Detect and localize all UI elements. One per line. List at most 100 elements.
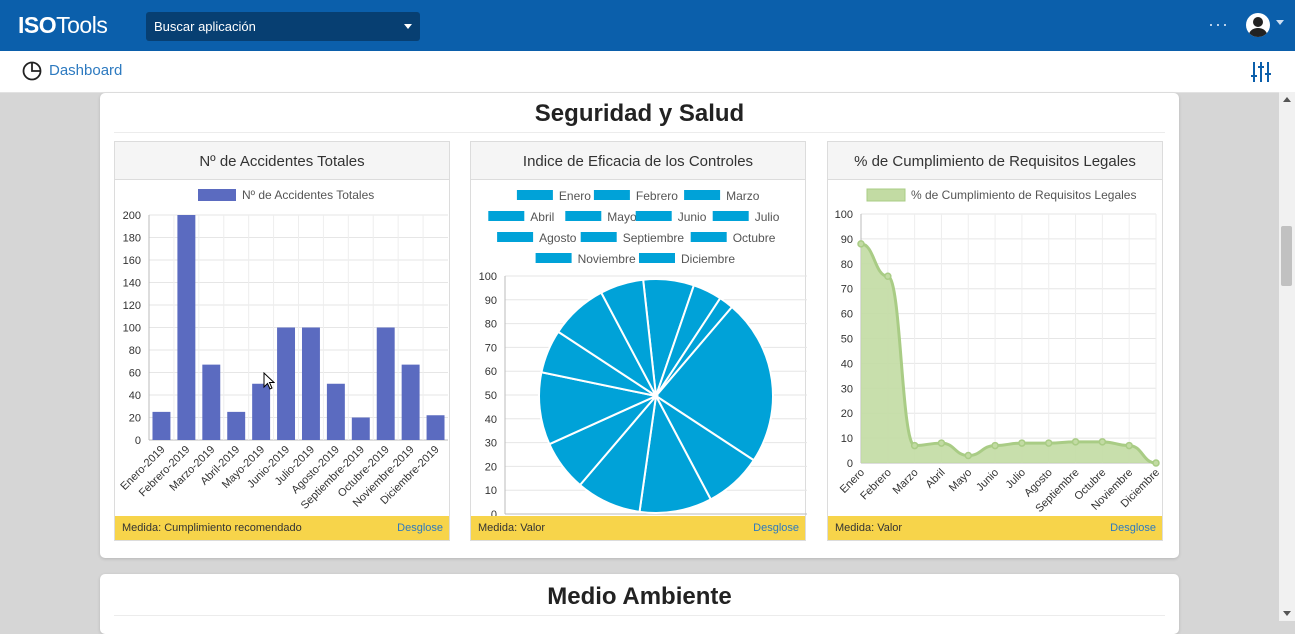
bar — [351, 417, 370, 440]
legend-swatch — [516, 190, 553, 200]
y-tick-label: 120 — [123, 300, 141, 312]
scrollbar-thumb[interactable] — [1281, 226, 1292, 286]
legend-label: Febrero — [636, 189, 678, 203]
legend-swatch — [712, 211, 749, 221]
bar-chart: Nº de Accidentes Totales 0 20 40 60 80 100 120 1… — [118, 188, 448, 512]
desglose-link[interactable]: Desglose — [397, 522, 443, 534]
page-scrollbar[interactable] — [1279, 92, 1295, 621]
y-tick-label: 60 — [841, 309, 853, 321]
data-point — [1071, 438, 1080, 446]
data-point — [1098, 438, 1107, 446]
y-tick-label: 20 — [841, 408, 853, 420]
y-tick-label: 90 — [485, 295, 497, 307]
y-tick-label: 60 — [129, 368, 141, 380]
y-tick-label: 20 — [129, 413, 141, 425]
y-tick-label: 90 — [841, 234, 853, 246]
data-point — [1152, 459, 1160, 467]
desglose-link[interactable]: Desglose — [1110, 522, 1156, 534]
y-tick-label: 80 — [485, 319, 497, 331]
y-tick-label: 0 — [847, 458, 853, 470]
user-menu-chevron-icon[interactable] — [1276, 20, 1284, 25]
bar — [326, 383, 345, 440]
measure-label: Medida: Cumplimiento recomendado — [122, 522, 302, 534]
data-point — [964, 451, 973, 460]
legend-swatch — [639, 253, 675, 263]
legend-label: Marzo — [726, 189, 760, 203]
legend-label: Abril — [530, 210, 554, 224]
user-avatar-icon[interactable] — [1246, 13, 1270, 37]
pie-chart-icon — [22, 61, 42, 81]
y-tick-label: 40 — [485, 414, 497, 426]
legend-label: % de Cumplimiento de Requisitos Legales — [911, 188, 1136, 202]
data-point — [937, 439, 946, 447]
desglose-link[interactable]: Desglose — [753, 522, 799, 534]
legend-label: Nº de Accidentes Totales — [242, 188, 374, 202]
y-tick-label: 50 — [485, 390, 497, 402]
area-chart: % de Cumplimiento de Requisitos Legales 0… — [835, 188, 1162, 515]
app-search-placeholder: Buscar aplicación — [154, 19, 256, 34]
y-tick-label: 30 — [841, 383, 853, 395]
legend-swatch — [535, 253, 572, 263]
legend-swatch — [866, 188, 906, 202]
y-tick-label: 140 — [123, 278, 141, 290]
top-bar: ISOTools Buscar aplicación ··· — [0, 0, 1295, 51]
isotools-logo[interactable]: ISOTools — [18, 12, 108, 38]
x-tick-label: Marzo — [891, 467, 921, 497]
bar — [277, 327, 296, 440]
y-tick-label: 10 — [841, 433, 853, 445]
legend-swatch — [580, 232, 617, 242]
legend-swatch — [198, 189, 236, 201]
y-tick-label: 0 — [491, 509, 497, 518]
card-footer: Medida: Cumplimiento recomendado Desglos… — [115, 516, 449, 540]
area-fill — [861, 243, 1156, 463]
section-medio-ambiente: Medio Ambiente — [100, 574, 1179, 634]
pie-chart: Enero Febrero Marzo Abril Mayo Junio Julio Agos… — [479, 189, 807, 518]
x-tick-label: Abril — [924, 467, 948, 491]
card-eficacia: Indice de Eficacia de los Controles Ener… — [470, 141, 807, 541]
y-tick-label: 200 — [123, 210, 141, 222]
card-accidentes: Nº de Accidentes Totales Nº de Accidente… — [114, 141, 450, 541]
measure-label: Medida: Valor — [835, 522, 903, 534]
settings-sliders-icon[interactable] — [1250, 61, 1272, 83]
y-tick-label: 60 — [485, 366, 497, 378]
card-title: % de Cumplimiento de Requisitos Legales — [828, 142, 1162, 180]
x-tick-label: Mayo — [947, 467, 975, 495]
bar — [152, 411, 171, 440]
legend-swatch — [593, 190, 630, 200]
data-point — [884, 272, 892, 280]
data-point — [1125, 441, 1133, 450]
y-tick-label: 50 — [841, 334, 853, 346]
card-requisitos: % de Cumplimiento de Requisitos Legales … — [827, 141, 1163, 541]
data-point — [910, 441, 919, 450]
legend-swatch — [497, 232, 534, 242]
legend-label: Octubre — [733, 231, 776, 245]
scroll-down-arrow-icon[interactable] — [1283, 611, 1291, 616]
bar — [376, 327, 395, 440]
legend-swatch — [684, 190, 721, 200]
legend-swatch — [690, 232, 727, 242]
y-tick-label: 40 — [841, 358, 853, 370]
y-tick-label: 10 — [485, 485, 497, 497]
pie-slice — [654, 305, 774, 462]
y-tick-label: 160 — [123, 255, 141, 267]
measure-label: Medida: Valor — [478, 522, 546, 534]
y-tick-label: 180 — [123, 233, 141, 245]
y-tick-label: 100 — [123, 323, 141, 335]
dashboard-link[interactable]: Dashboard — [49, 62, 123, 79]
app-search-select[interactable]: Buscar aplicación — [146, 12, 420, 41]
legend-swatch — [488, 211, 525, 221]
more-options-icon[interactable]: ··· — [1208, 14, 1229, 34]
bar — [177, 215, 196, 440]
legend-label: Enero — [559, 189, 591, 203]
bar — [227, 411, 246, 440]
section-seguridad-salud: Seguridad y Salud Nº de Accidentes Total… — [100, 93, 1179, 558]
section-title: Medio Ambiente — [547, 583, 732, 610]
y-tick-label: 20 — [485, 461, 497, 473]
y-tick-label: 40 — [129, 390, 141, 402]
legend-label: Noviembre — [578, 252, 636, 266]
section-divider — [114, 615, 1165, 616]
chevron-down-icon — [404, 24, 412, 29]
dashboard-bar: Dashboard — [0, 51, 1295, 93]
y-tick-label: 70 — [485, 342, 497, 354]
scroll-up-arrow-icon[interactable] — [1283, 97, 1291, 102]
